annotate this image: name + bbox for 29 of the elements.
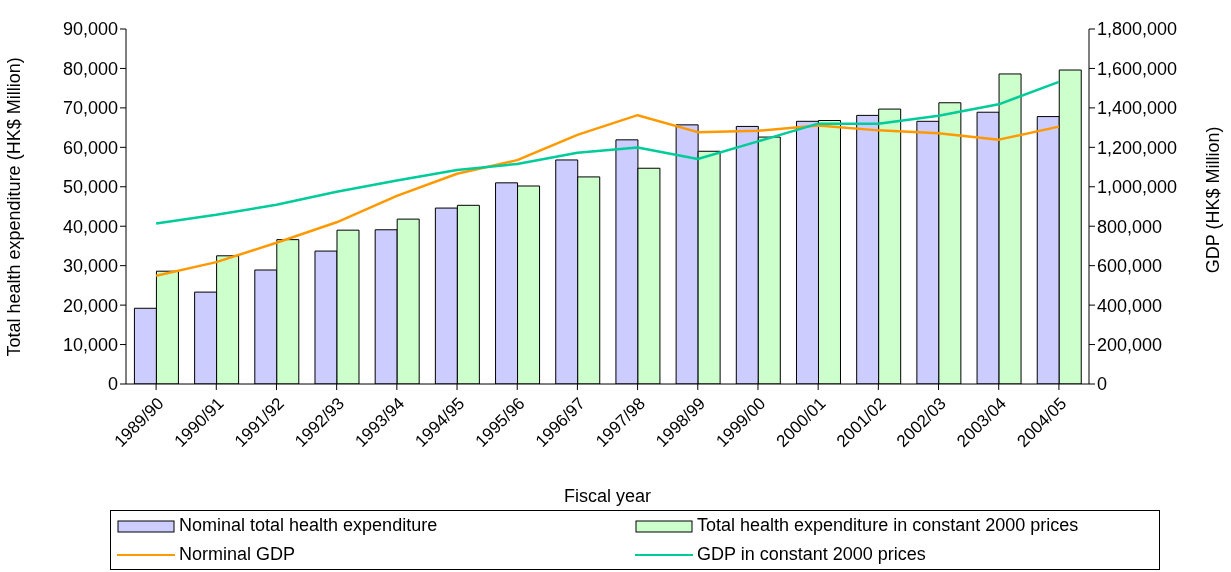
y-tick-label: 70,000 [62, 98, 118, 119]
legend-label: Norminal GDP [179, 544, 296, 565]
legend-label: GDP in constant 2000 prices [697, 544, 926, 565]
y-tick-label: 90,000 [62, 19, 118, 40]
y2-tick-label: 1,400,000 [1097, 98, 1178, 119]
line-series [154, 80, 1061, 225]
legend-label: Total health expenditure in constant 2000 prices [697, 515, 1079, 536]
y2-tick-label: 1,200,000 [1097, 137, 1178, 158]
y2-tick-label: 400,000 [1097, 295, 1163, 316]
y2-axis-title: GDP (HK$ Million) [1203, 126, 1224, 274]
line-series [154, 113, 1061, 277]
y2-tick-label: 800,000 [1097, 216, 1163, 237]
y2-tick-label: 1,600,000 [1097, 58, 1178, 79]
y-tick-label: 0 [107, 374, 118, 395]
y-tick-label: 50,000 [62, 177, 118, 198]
y2-tick-label: 600,000 [1097, 256, 1163, 277]
y-tick-label: 20,000 [62, 295, 118, 316]
y-tick-label: 60,000 [62, 137, 118, 158]
x-axis-title: Fiscal year [563, 486, 652, 506]
y-axis-title: Total health expenditure (HK$ Million) [4, 57, 25, 357]
y-tick-label: 40,000 [62, 216, 118, 237]
y2-tick-label: 0 [1097, 374, 1108, 395]
y-tick-label: 80,000 [62, 58, 118, 79]
legend-label: Nominal total health expenditure [179, 515, 438, 536]
y2-tick-label: 1,800,000 [1097, 19, 1178, 40]
y2-tick-label: 200,000 [1097, 334, 1163, 355]
y2-tick-label: 1,000,000 [1097, 177, 1178, 198]
y-tick-label: 10,000 [62, 334, 118, 355]
y-tick-label: 30,000 [62, 256, 118, 277]
